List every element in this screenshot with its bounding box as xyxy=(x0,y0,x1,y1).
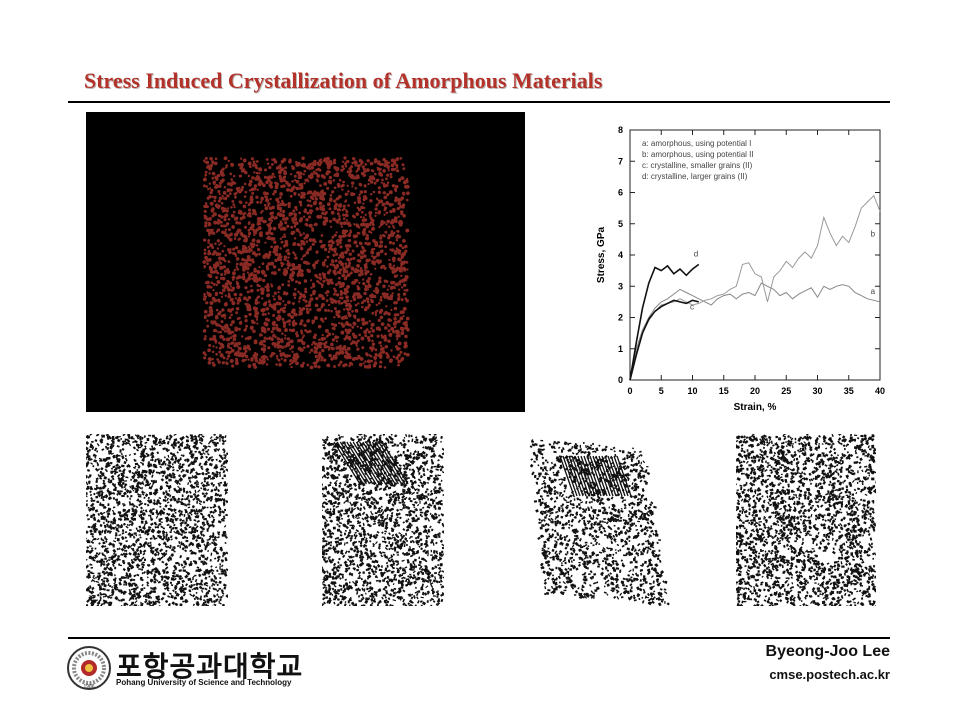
x-tick-label: 35 xyxy=(844,386,854,396)
curve-label-d: d xyxy=(694,250,698,259)
atom-block xyxy=(202,156,410,370)
snapshot-crystallizing xyxy=(322,434,444,606)
x-axis-label: Strain, % xyxy=(734,402,777,413)
legend-entry: b: amorphous, using potential II xyxy=(642,150,754,159)
y-tick-label: 0 xyxy=(618,375,623,385)
x-tick-label: 15 xyxy=(719,386,729,396)
curve-label-c: c xyxy=(690,303,694,312)
university-name-english: Pohang University of Science and Technol… xyxy=(116,678,292,687)
y-tick-label: 1 xyxy=(618,344,623,354)
footer-divider xyxy=(68,637,890,639)
slide-title: Stress Induced Crystallization of Amorph… xyxy=(84,68,603,93)
x-tick-label: 5 xyxy=(659,386,664,396)
legend-entry: a: amorphous, using potential I xyxy=(642,139,751,148)
snapshot-sheared-crystal xyxy=(529,438,670,606)
series-line-a xyxy=(629,282,881,381)
x-tick-label: 25 xyxy=(781,386,791,396)
university-logo: 1986 포항공과대학교 Pohang University of Scienc… xyxy=(66,645,326,693)
y-tick-label: 3 xyxy=(618,281,623,291)
x-tick-label: 30 xyxy=(812,386,822,396)
snapshot-final-state xyxy=(736,434,876,606)
y-tick-label: 6 xyxy=(618,188,623,198)
legend-entry: c: crystalline, smaller grains (II) xyxy=(642,161,753,170)
website-url: cmse.postech.ac.kr xyxy=(769,667,890,682)
y-tick-label: 8 xyxy=(618,125,623,135)
legend-entry: d: crystalline, larger grains (II) xyxy=(642,172,748,181)
x-tick-label: 10 xyxy=(687,386,697,396)
curve-label-b: b xyxy=(871,229,876,238)
y-tick-label: 7 xyxy=(618,156,623,166)
y-axis-label: Stress, GPa xyxy=(596,226,607,283)
series-line-c xyxy=(629,299,699,381)
snapshot-amorphous xyxy=(86,434,228,606)
atom-cluster-image xyxy=(202,156,410,370)
series-line-b xyxy=(629,194,881,381)
series-line-d xyxy=(629,263,700,381)
curve-label-a: a xyxy=(871,287,876,296)
y-tick-label: 2 xyxy=(618,313,623,323)
x-tick-label: 40 xyxy=(875,386,885,396)
plot-frame xyxy=(629,129,881,381)
y-tick-label: 5 xyxy=(618,219,623,229)
title-divider xyxy=(68,101,890,103)
x-tick-label: 0 xyxy=(627,386,632,396)
author-name: Byeong-Joo Lee xyxy=(765,643,890,660)
university-seal-icon: 1986 xyxy=(67,646,111,690)
seal-year: 1986 xyxy=(83,684,94,690)
university-name-korean: 포항공과대학교 xyxy=(116,651,304,682)
simulation-view-amorphous-block xyxy=(86,112,525,412)
x-tick-label: 20 xyxy=(750,386,760,396)
stress-strain-chart: 0 5 10 15 20 25 30 35 40 0 1 2 3 4 5 6 7 8 Strain, % Stress… xyxy=(596,125,885,413)
y-tick-label: 4 xyxy=(618,250,623,260)
